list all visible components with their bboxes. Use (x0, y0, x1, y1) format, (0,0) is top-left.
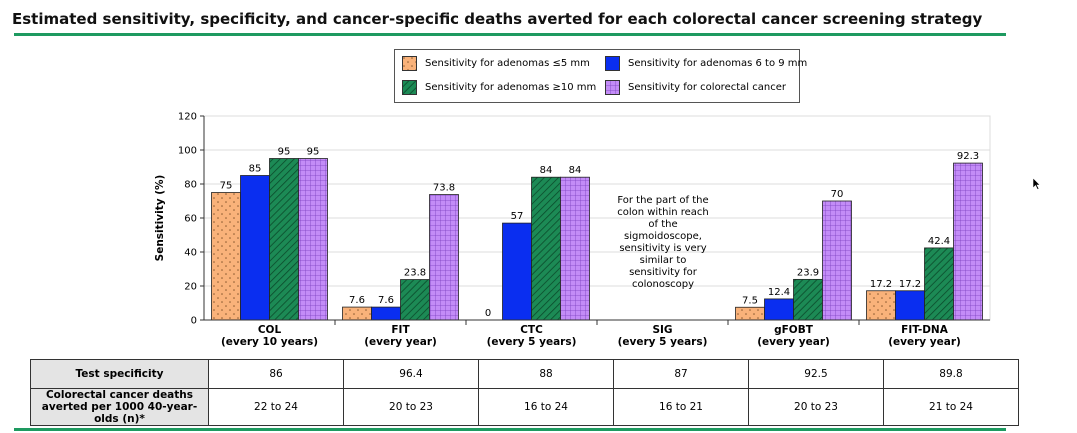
data-label: 7.6 (378, 295, 394, 306)
bar (531, 176, 561, 321)
data-label: 92.3 (957, 151, 979, 162)
data-label: 84 (569, 165, 582, 176)
bar (400, 279, 430, 321)
bar (953, 162, 983, 321)
table-cell: 88 (478, 359, 614, 389)
bar (371, 306, 401, 321)
bar (240, 175, 270, 321)
data-label: 85 (249, 164, 262, 175)
data-label: 17.2 (899, 279, 921, 290)
bar (560, 176, 590, 321)
row-header-test-specificity: Test specificity (30, 359, 209, 389)
x-tick-sublabel: (every year) (364, 336, 437, 348)
legend-item-colorectal-cancer: Sensitivity for colorectal cancer (605, 80, 786, 95)
specificity-table: Test specificity 86 96.4 88 87 92.5 89.8… (30, 359, 1019, 426)
legend-swatch-diagonal (402, 80, 417, 95)
table-row: Colorectal cancer deaths averted per 100… (30, 388, 1019, 426)
data-label: 95 (278, 147, 291, 158)
top-divider (14, 33, 1006, 36)
legend-label: Sensitivity for adenomas ≤5 mm (425, 57, 590, 69)
table-cell: 22 to 24 (208, 388, 344, 426)
table-cell: 89.8 (883, 359, 1019, 389)
table-cell: 20 to 23 (748, 388, 884, 426)
x-tick-sublabel: (every year) (757, 336, 830, 348)
table-cell: 16 to 21 (613, 388, 749, 426)
x-tick-sublabel: (every 10 years) (221, 336, 318, 348)
data-label: 42.4 (928, 236, 950, 247)
data-label: 95 (307, 147, 320, 158)
x-tick-label: SIG (652, 324, 672, 336)
table-cell: 20 to 23 (343, 388, 479, 426)
bar (211, 192, 241, 321)
legend-item-adenomas-5mm: Sensitivity for adenomas ≤5 mm (402, 56, 590, 71)
x-tick-sublabel: (every year) (888, 336, 961, 348)
table-cell: 16 to 24 (478, 388, 614, 426)
table-row: Test specificity 86 96.4 88 87 92.5 89.8 (30, 359, 1019, 389)
table-cell: 92.5 (748, 359, 884, 389)
bar (502, 222, 532, 321)
legend-label: Sensitivity for adenomas ≥10 mm (425, 81, 597, 93)
data-label: 0 (485, 308, 491, 319)
y-tick-label: 40 (184, 248, 197, 259)
bar (298, 158, 328, 321)
bottom-divider (14, 428, 1006, 431)
mouse-cursor-icon (1033, 178, 1041, 190)
table-cell: 86 (208, 359, 344, 389)
data-label: 12.4 (768, 287, 790, 298)
bar (793, 278, 823, 321)
bar (429, 194, 459, 321)
bar (895, 290, 925, 321)
chart-title: Estimated sensitivity, specificity, and … (12, 10, 983, 28)
x-tick-sublabel: (every 5 years) (487, 336, 577, 348)
x-tick-label: FIT (391, 324, 410, 336)
x-tick-label: CTC (520, 324, 543, 336)
chart-legend: Sensitivity for adenomas ≤5 mm Sensitivi… (394, 49, 807, 103)
data-label: 57 (511, 211, 524, 222)
bar (342, 306, 372, 321)
bar (822, 200, 852, 321)
legend-item-adenomas-10mm: Sensitivity for adenomas ≥10 mm (402, 80, 596, 95)
data-label: 84 (540, 165, 553, 176)
bar (735, 306, 765, 321)
y-tick-label: 60 (184, 214, 197, 225)
y-tick-label: 120 (178, 112, 197, 123)
row-header-deaths-averted: Colorectal cancer deaths averted per 100… (30, 388, 209, 426)
y-tick-label: 20 (184, 282, 197, 293)
legend-swatch-grid (605, 80, 620, 95)
legend-label: Sensitivity for adenomas 6 to 9 mm (628, 57, 808, 69)
bar (269, 158, 299, 321)
legend-swatch-solid (605, 56, 620, 71)
table-cell: 96.4 (343, 359, 479, 389)
y-axis-label: Sensitivity (%) (154, 175, 166, 262)
data-label: 7.5 (742, 295, 758, 306)
bar (924, 247, 954, 321)
x-tick-label: FIT-DNA (901, 324, 949, 336)
y-tick-label: 80 (184, 180, 197, 191)
table-cell: 87 (613, 359, 749, 389)
x-tick-label: COL (258, 324, 282, 336)
table-cell: 21 to 24 (883, 388, 1019, 426)
y-tick-label: 0 (191, 316, 197, 327)
bar (866, 290, 896, 321)
data-label: 23.9 (797, 267, 819, 278)
data-label: 70 (831, 189, 844, 200)
legend-item-adenomas-6-9mm: Sensitivity for adenomas 6 to 9 mm (605, 56, 807, 71)
legend-label: Sensitivity for colorectal cancer (628, 81, 786, 93)
data-label: 17.2 (870, 279, 892, 290)
data-label: 75 (220, 181, 233, 192)
x-tick-sublabel: (every 5 years) (618, 336, 708, 348)
x-tick-label: gFOBT (774, 324, 814, 336)
legend-swatch-dots (402, 56, 417, 71)
data-label: 73.8 (433, 183, 455, 194)
data-label: 23.8 (404, 268, 426, 279)
data-label: 7.6 (349, 295, 365, 306)
sig-annotation: For the part of the colon within reach o… (617, 195, 709, 290)
y-tick-label: 100 (178, 146, 197, 157)
bar (764, 298, 794, 321)
bar-chart: 0 20 40 60 80 100 120 Sensitivity (%) 75 85 95 95 CO… (154, 112, 991, 348)
